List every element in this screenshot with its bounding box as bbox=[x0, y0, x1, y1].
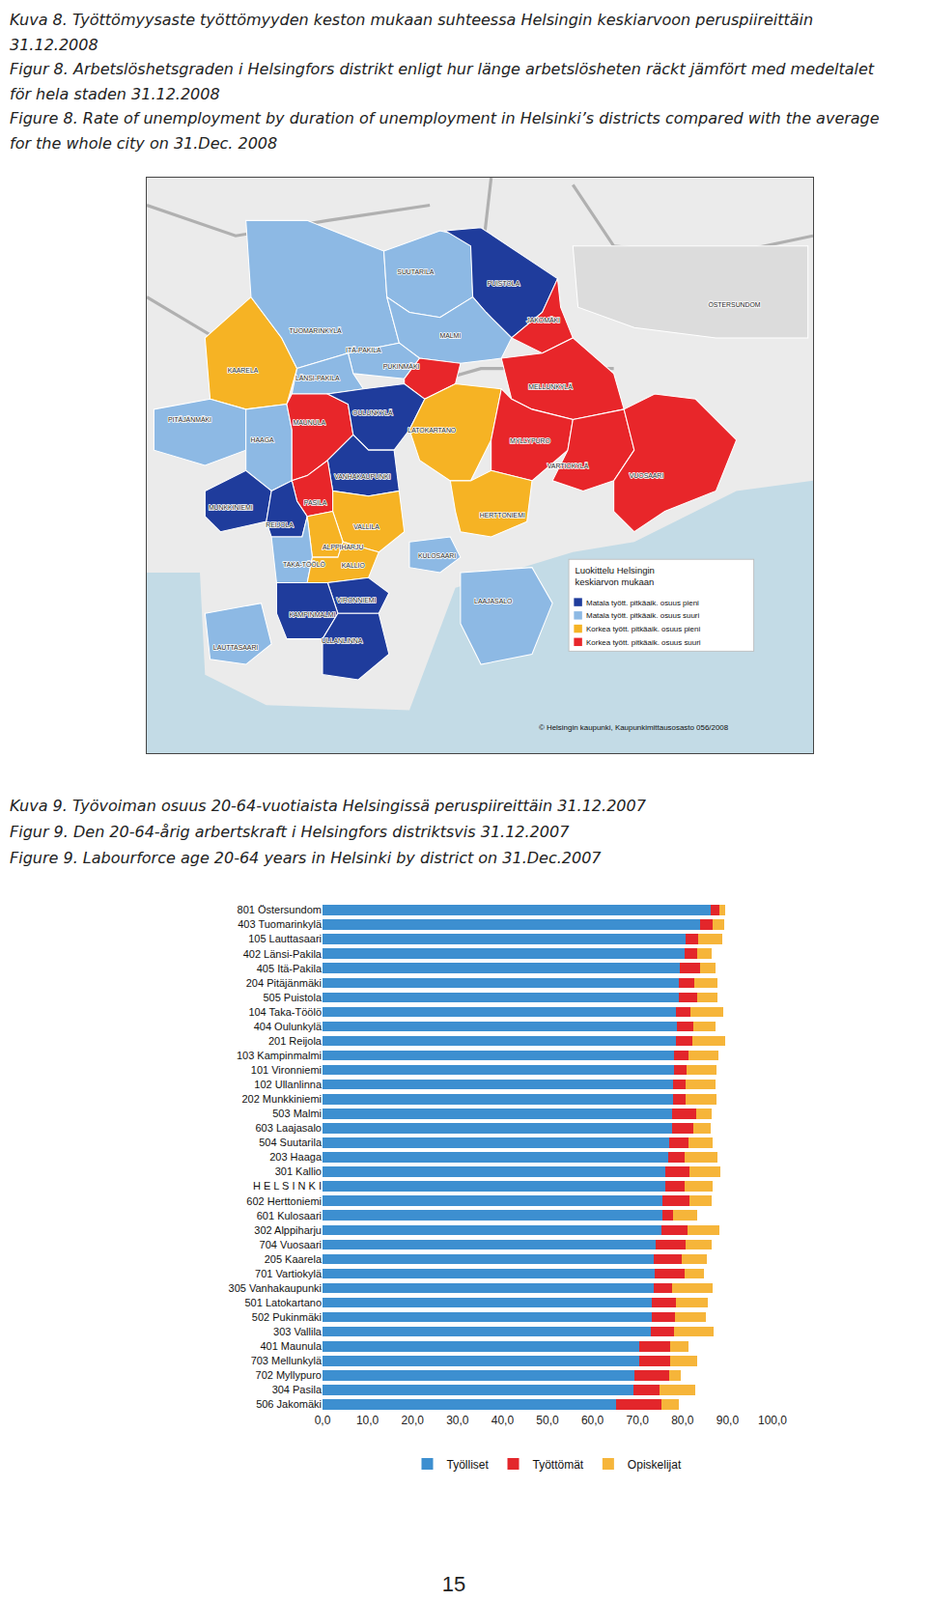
svg-text:0,0: 0,0 bbox=[314, 1413, 332, 1428]
svg-text:105 Lauttasaari: 105 Lauttasaari bbox=[248, 932, 322, 945]
svg-text:402 Länsi-Pakila: 402 Länsi-Pakila bbox=[243, 948, 323, 960]
svg-text:keskiarvon mukaan: keskiarvon mukaan bbox=[574, 576, 654, 588]
svg-text:PUKINMÄKI: PUKINMÄKI bbox=[383, 363, 421, 370]
html-text:Figure 9. Labourforce age 20-6: Figure 9. Labourforce age 20-64 years in… bbox=[9, 848, 602, 868]
svg-text:202 Munkkiniemi: 202 Munkkiniemi bbox=[241, 1093, 322, 1105]
html-text:Figur 8. Arbetslöshetsgraden i: Figur 8. Arbetslöshetsgraden i Helsingfo… bbox=[9, 59, 874, 103]
svg-text:403 Tuomarinkylä: 403 Tuomarinkylä bbox=[237, 918, 323, 930]
svg-text:VUOSAARI: VUOSAARI bbox=[629, 472, 665, 479]
svg-text:ITÄ-PAKILA: ITÄ-PAKILA bbox=[345, 346, 382, 354]
svg-text:Työttömät: Työttömät bbox=[533, 1458, 585, 1472]
svg-text:405 Itä-Pakila: 405 Itä-Pakila bbox=[256, 962, 323, 975]
svg-text:HERTTONIEMI: HERTTONIEMI bbox=[479, 511, 526, 519]
svg-text:303 Vallila: 303 Vallila bbox=[273, 1325, 323, 1338]
svg-text:801 Östersundom: 801 Östersundom bbox=[237, 903, 322, 916]
svg-text:© Helsingin kaupunki, Kaupunki: © Helsingin kaupunki, Kaupunkimittausosa… bbox=[538, 723, 730, 732]
svg-text:MELLUNKYLÄ: MELLUNKYLÄ bbox=[528, 383, 573, 391]
svg-text:10,0: 10,0 bbox=[356, 1413, 380, 1428]
svg-text:90,0: 90,0 bbox=[716, 1413, 740, 1428]
svg-text:Korkea tyött. pitkäaik. osuus: Korkea tyött. pitkäaik. osuus pieni bbox=[586, 624, 701, 634]
svg-text:Matala tyött. pitkäaik. osuus: Matala tyött. pitkäaik. osuus suuri bbox=[586, 612, 700, 621]
svg-text:101 Vironniemi: 101 Vironniemi bbox=[251, 1064, 322, 1076]
svg-text:502 Pukinmäki: 502 Pukinmäki bbox=[252, 1311, 322, 1323]
svg-text:ÖSTERSUNDOM: ÖSTERSUNDOM bbox=[707, 301, 760, 309]
svg-text:OULUNKYLÄ: OULUNKYLÄ bbox=[352, 409, 394, 417]
svg-text:TAKA-TÖÖLÖ: TAKA-TÖÖLÖ bbox=[282, 561, 326, 568]
svg-text:503 Malmi: 503 Malmi bbox=[272, 1107, 322, 1120]
html-text:Kuva 9. Työvoiman osuus 20-64-: Kuva 9. Työvoiman osuus 20-64-vuotiaista… bbox=[9, 796, 646, 815]
svg-text:VARTIOKYLÄ: VARTIOKYLÄ bbox=[547, 462, 590, 470]
svg-text:VIRONNIEMI: VIRONNIEMI bbox=[337, 596, 377, 604]
svg-text:LAAJASALO: LAAJASALO bbox=[474, 597, 512, 605]
svg-text:Luokittelu Helsingin: Luokittelu Helsingin bbox=[574, 564, 654, 576]
svg-text:VALLILA: VALLILA bbox=[353, 523, 380, 531]
svg-text:MYLLYPURO: MYLLYPURO bbox=[509, 437, 551, 445]
svg-text:401 Maunula: 401 Maunula bbox=[259, 1340, 322, 1352]
svg-text:KAMPINMALMI: KAMPINMALMI bbox=[288, 611, 336, 618]
svg-text:LÄNSI-PAKILA: LÄNSI-PAKILA bbox=[295, 374, 340, 382]
svg-text:203 Haaga: 203 Haaga bbox=[269, 1151, 323, 1163]
svg-text:80,0: 80,0 bbox=[671, 1413, 695, 1428]
svg-text:TUOMARINKYLÄ: TUOMARINKYLÄ bbox=[289, 327, 343, 335]
svg-text:Opiskelijat: Opiskelijat bbox=[627, 1458, 682, 1472]
svg-text:LAUTTASAARI: LAUTTASAARI bbox=[213, 644, 259, 651]
html-text:Kuva 8. Työttömyysaste työttöm: Kuva 8. Työttömyysaste työttömyyden kest… bbox=[9, 10, 814, 54]
svg-text:Korkea tyött. pitkäaik. osuus: Korkea tyött. pitkäaik. osuus suuri bbox=[586, 638, 702, 647]
svg-text:70,0: 70,0 bbox=[626, 1413, 650, 1428]
svg-text:MALMI: MALMI bbox=[439, 332, 461, 339]
svg-text:H E L S I N K I: H E L S I N K I bbox=[252, 1179, 322, 1192]
svg-text:PASILA: PASILA bbox=[304, 499, 328, 506]
svg-text:JAKOMÄKI: JAKOMÄKI bbox=[526, 316, 561, 324]
svg-text:KAARELA: KAARELA bbox=[227, 366, 259, 374]
svg-text:602 Herttoniemi: 602 Herttoniemi bbox=[246, 1195, 322, 1208]
svg-text:MAUNULA: MAUNULA bbox=[292, 419, 326, 426]
svg-text:701 Vartiokylä: 701 Vartiokylä bbox=[254, 1267, 323, 1280]
svg-text:504 Suutarila: 504 Suutarila bbox=[258, 1136, 323, 1149]
svg-text:404 Oulunkylä: 404 Oulunkylä bbox=[253, 1020, 323, 1033]
svg-text:PUISTOLA: PUISTOLA bbox=[486, 280, 520, 287]
html-text:Figur 9. Den 20-64-årig arbert: Figur 9. Den 20-64-årig arbertskraft i H… bbox=[9, 822, 570, 842]
svg-text:103 Kampinmalmi: 103 Kampinmalmi bbox=[236, 1049, 322, 1062]
svg-text:501 Latokartano: 501 Latokartano bbox=[244, 1296, 322, 1309]
svg-text:REIJOLA: REIJOLA bbox=[265, 521, 294, 529]
svg-text:703 Mellunkylä: 703 Mellunkylä bbox=[251, 1354, 323, 1367]
svg-text:30,0: 30,0 bbox=[446, 1413, 470, 1428]
svg-text:50,0: 50,0 bbox=[535, 1413, 560, 1428]
html-text:Figure 8. Rate of unemployment: Figure 8. Rate of unemployment by durati… bbox=[9, 109, 880, 153]
html-text:15: 15 bbox=[442, 1572, 466, 1597]
svg-text:506 Jakomäki: 506 Jakomäki bbox=[255, 1398, 322, 1410]
svg-text:Matala tyött. pitkäaik. osuus: Matala tyött. pitkäaik. osuus pieni bbox=[586, 598, 700, 608]
svg-text:40,0: 40,0 bbox=[491, 1413, 515, 1428]
svg-text:KALLIO: KALLIO bbox=[341, 561, 366, 569]
svg-text:20,0: 20,0 bbox=[401, 1413, 425, 1428]
svg-text:601 Kulosaari: 601 Kulosaari bbox=[256, 1209, 322, 1222]
svg-text:702 Myllypuro: 702 Myllypuro bbox=[255, 1369, 322, 1381]
svg-text:201 Reijola: 201 Reijola bbox=[268, 1035, 323, 1047]
svg-text:704 Vuosaari: 704 Vuosaari bbox=[259, 1238, 322, 1251]
svg-text:SUUTARILA: SUUTARILA bbox=[396, 268, 434, 276]
svg-text:204 Pitäjänmäki: 204 Pitäjänmäki bbox=[246, 977, 322, 989]
svg-text:304 Pasila: 304 Pasila bbox=[272, 1383, 323, 1396]
svg-text:305 Vanhakaupunki: 305 Vanhakaupunki bbox=[228, 1282, 322, 1294]
svg-text:603 Laajasalo: 603 Laajasalo bbox=[254, 1122, 322, 1134]
svg-text:505 Puistola: 505 Puistola bbox=[262, 991, 322, 1004]
svg-text:KULOSAARI: KULOSAARI bbox=[418, 552, 456, 560]
svg-text:HAAGA: HAAGA bbox=[251, 436, 275, 444]
svg-text:102 Ullanlinna: 102 Ullanlinna bbox=[253, 1078, 323, 1091]
svg-text:100,0: 100,0 bbox=[758, 1413, 787, 1428]
svg-text:60,0: 60,0 bbox=[581, 1413, 605, 1428]
svg-text:VANHAKAUPUNKI: VANHAKAUPUNKI bbox=[334, 473, 391, 480]
svg-text:MUNKKINIEMI: MUNKKINIEMI bbox=[208, 505, 253, 512]
svg-text:301 Kallio: 301 Kallio bbox=[275, 1165, 322, 1178]
svg-text:PITÄJÄNMÄKI: PITÄJÄNMÄKI bbox=[168, 416, 212, 423]
svg-text:Työlliset: Työlliset bbox=[447, 1458, 490, 1472]
svg-text:ULLANLINNA: ULLANLINNA bbox=[321, 637, 364, 645]
svg-text:302 Alppiharju: 302 Alppiharju bbox=[253, 1224, 322, 1236]
svg-text:ALPPIHARJU: ALPPIHARJU bbox=[322, 543, 364, 551]
svg-text:LATOKARTANO: LATOKARTANO bbox=[407, 426, 456, 434]
svg-text:205 Kaarela: 205 Kaarela bbox=[264, 1253, 323, 1265]
svg-text:104 Taka-Töölö: 104 Taka-Töölö bbox=[248, 1006, 322, 1018]
